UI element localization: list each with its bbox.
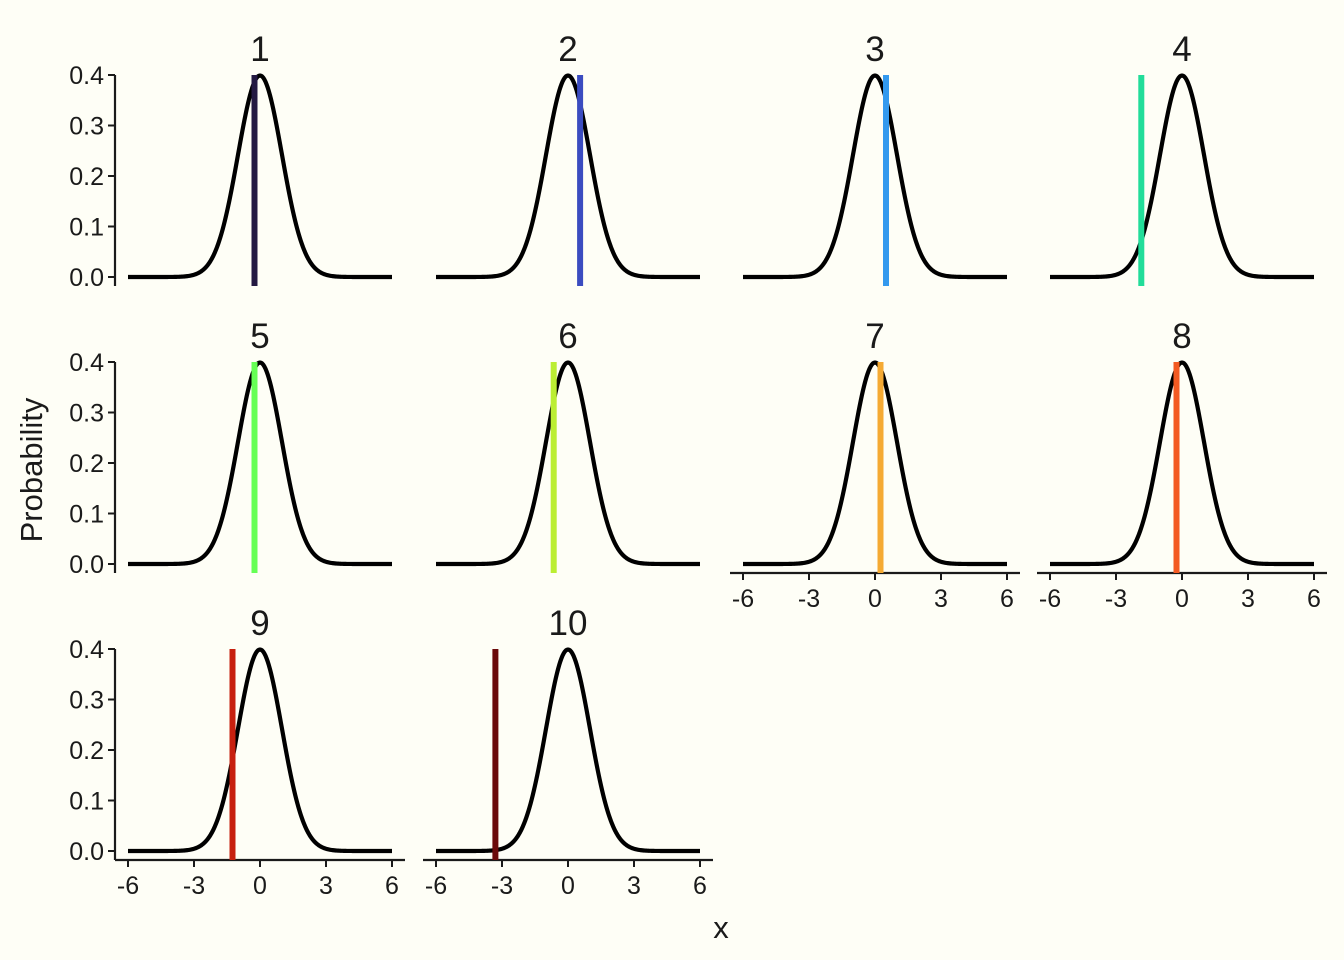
x-tick-label: 0 — [561, 872, 575, 900]
density-curve — [435, 360, 701, 567]
x-tick-label: 6 — [1307, 585, 1321, 613]
panel-10: 10 -6 -3 0 3 6 — [423, 604, 713, 900]
panel-title: 4 — [1172, 30, 1191, 69]
panel-title: 1 — [250, 30, 269, 69]
y-tick-label: 0.0 — [69, 838, 104, 866]
x-axis-title: x — [713, 910, 729, 945]
density-curve — [127, 647, 393, 854]
density-curve — [742, 360, 1008, 567]
y-tick-label: 0.2 — [69, 163, 104, 191]
x-tick-label: -3 — [1105, 585, 1127, 613]
x-tick-label: 3 — [319, 872, 333, 900]
panel-7: 7 -6 -3 0 3 6 — [730, 317, 1020, 613]
density-curve — [1049, 73, 1315, 280]
x-tick-label: -6 — [425, 872, 447, 900]
y-tick-label: 0.1 — [69, 501, 104, 529]
x-tick-label: -6 — [732, 585, 754, 613]
y-tick-label: 0.3 — [69, 687, 104, 715]
x-tick-label: -6 — [1039, 585, 1061, 613]
x-tick-label: -6 — [117, 872, 139, 900]
panel-title: 10 — [549, 604, 588, 643]
panel-1: 1 0.0 0.1 0.2 0.3 0.4 — [69, 30, 393, 292]
x-tick-label: 3 — [934, 585, 948, 613]
panel-title: 5 — [250, 317, 269, 356]
y-tick-label: 0.0 — [69, 551, 104, 579]
x-tick-label: 3 — [1241, 585, 1255, 613]
density-curve — [742, 73, 1008, 280]
x-tick-label: 3 — [627, 872, 641, 900]
x-tick-label: -3 — [183, 872, 205, 900]
panel-4: 4 — [1049, 30, 1315, 286]
y-tick-label: 0.1 — [69, 214, 104, 242]
y-tick-label: 0.2 — [69, 737, 104, 765]
panel-title: 6 — [558, 317, 577, 356]
panel-8: 8 -6 -3 0 3 6 — [1037, 317, 1327, 613]
panel-title: 7 — [865, 317, 884, 356]
x-tick-label: 0 — [868, 585, 882, 613]
density-curve — [435, 647, 701, 854]
y-tick-label: 0.4 — [69, 62, 104, 90]
density-curve — [127, 360, 393, 567]
panel-title: 9 — [250, 604, 269, 643]
y-axis-title: Probability — [14, 397, 49, 542]
density-curve — [127, 73, 393, 280]
x-tick-label: 6 — [693, 872, 707, 900]
panel-3: 3 — [742, 30, 1008, 286]
y-tick-label: 0.0 — [69, 264, 104, 292]
panel-2: 2 — [435, 30, 701, 286]
panel-6: 6 — [435, 317, 701, 573]
y-tick-label: 0.1 — [69, 788, 104, 816]
x-tick-label: 6 — [1000, 585, 1014, 613]
y-tick-label: 0.3 — [69, 400, 104, 428]
panel-5: 5 0.0 0.1 0.2 0.3 0.4 — [69, 317, 393, 579]
y-tick-label: 0.3 — [69, 113, 104, 141]
panel-title: 2 — [558, 30, 577, 69]
y-tick-label: 0.2 — [69, 450, 104, 478]
density-curve — [1049, 360, 1315, 567]
y-tick-label: 0.4 — [69, 349, 104, 377]
x-tick-label: -3 — [491, 872, 513, 900]
x-tick-label: -3 — [798, 585, 820, 613]
panel-title: 3 — [865, 30, 884, 69]
x-tick-label: 0 — [1175, 585, 1189, 613]
x-tick-label: 0 — [253, 872, 267, 900]
panel-9: 9 0.0 0.1 0.2 0.3 0.4 -6 -3 0 3 6 — [69, 604, 405, 900]
y-tick-label: 0.4 — [69, 636, 104, 664]
panel-title: 8 — [1172, 317, 1191, 356]
x-tick-label: 6 — [385, 872, 399, 900]
density-curve — [435, 73, 701, 280]
